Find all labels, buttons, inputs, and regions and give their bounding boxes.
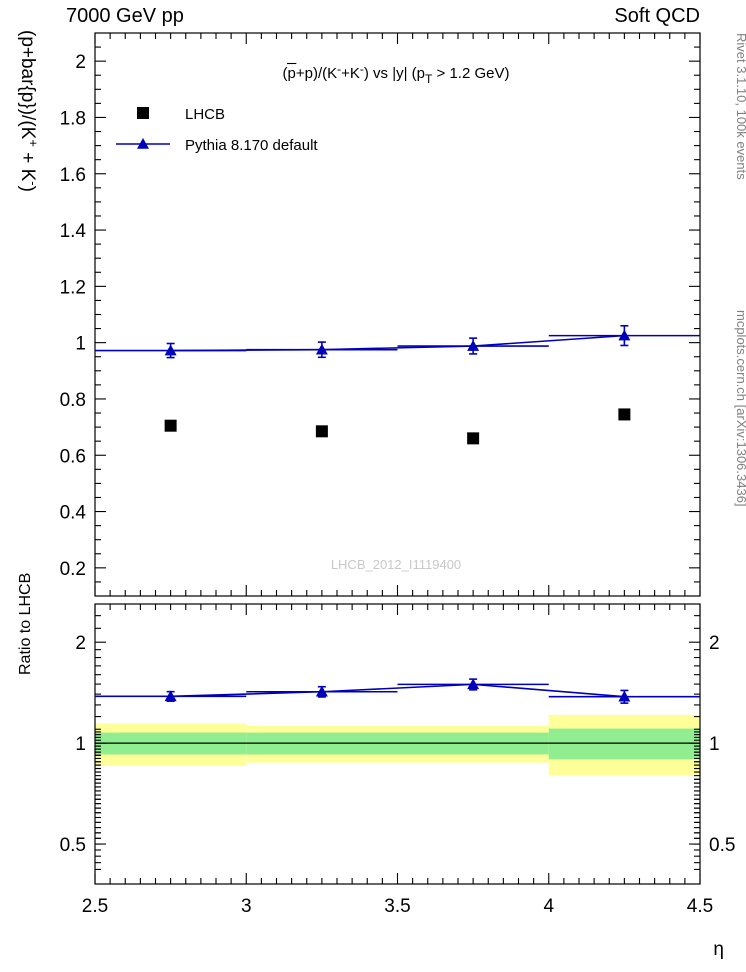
main-panel-y-tick-labels: 0.2 0.4 0.6 0.8 1 1.2 1.4 1.6 1.8 2: [60, 52, 87, 580]
mc-data-point: [164, 344, 177, 356]
main-y-tick-1-6: 1.6: [60, 165, 86, 186]
mc-data-point: [467, 340, 480, 351]
main-panel-y-axis-label: (p+bar{p})/(K+ + K-): [17, 30, 41, 192]
ratio-uncertainty-bands: [95, 714, 700, 776]
side-note-mcplots-source: mcplots.cern.ch [arXiv:1306.3436]: [734, 310, 746, 507]
ratio-panel-y-axis-label: Ratio to LHCB: [17, 573, 34, 675]
main-y-tick-0-2: 0.2: [60, 559, 86, 580]
side-note-rivet-version-text: Rivet 3.1.10, 100k events: [734, 33, 746, 180]
mc-data-point: [618, 329, 631, 341]
main-panel-frame: [94, 32, 701, 597]
side-note-rivet-version: Rivet 3.1.10, 100k events: [734, 33, 746, 180]
mc-data-point: [315, 343, 328, 355]
main-y-tick-0-4: 0.4: [60, 503, 87, 524]
main-y-tick-2: 2: [75, 52, 86, 73]
main-y-tick-1-8: 1.8: [60, 108, 86, 129]
x-axis-label: η: [713, 939, 724, 960]
legend-marker-triangle: [137, 138, 149, 149]
ratio-panel-frame: [94, 603, 701, 885]
mc-series-line: [170, 334, 625, 352]
main-panel-data-series: [95, 324, 700, 445]
lhcb-data-point: [618, 408, 631, 421]
lhcb-data-point: [164, 419, 177, 432]
x-axis-tick-labels: 2.5 3 3.5 4 4.5: [82, 896, 713, 917]
ratio-y-tick-left-0-5: 0.5: [60, 835, 86, 856]
ratio-panel-data-series: [95, 678, 700, 704]
main-panel-title: (p+p)/(K-+K-) vs |y| (pT > 1.2 GeV): [283, 62, 510, 86]
ratio-series-line: [170, 683, 625, 698]
ratio-data-point: [467, 678, 480, 690]
ratio-panel: Ratio to LHCB 0.5 0.5 1 1 2 2: [17, 573, 736, 885]
ratio-band-inner: [548, 728, 700, 760]
lhcb-data-point: [467, 432, 480, 445]
ratio-y-tick-right-2: 2: [709, 633, 720, 654]
lhcb-data-point: [315, 425, 328, 438]
header-right-process: Soft QCD: [614, 5, 700, 27]
ratio-data-point: [315, 685, 328, 697]
main-y-tick-1-4: 1.4: [60, 221, 87, 242]
main-y-tick-0-6: 0.6: [60, 446, 86, 467]
side-note-mcplots-source-text: mcplots.cern.ch [arXiv:1306.3436]: [734, 310, 746, 507]
ratio-panel-y-tick-labels: 0.5 0.5 1 1 2 2: [60, 633, 736, 856]
main-panel: (p+bar{p})/(K+ + K-) (p+p)/(K-+K-) vs |y…: [17, 30, 701, 597]
ratio-data-point: [618, 690, 631, 702]
main-y-tick-1: 1: [75, 334, 86, 355]
header-left-beam-energy: 7000 GeV pp: [66, 5, 184, 27]
ratio-y-tick-right-0-5: 0.5: [709, 835, 735, 856]
x-tick-3: 3: [241, 896, 252, 917]
legend-marker-square: [137, 107, 149, 119]
p-bar-glyph: p: [288, 65, 296, 82]
ratio-data-point: [164, 690, 177, 702]
x-tick-2-5: 2.5: [82, 896, 108, 917]
main-y-tick-0-8: 0.8: [60, 390, 86, 411]
ratio-y-tick-left-2: 2: [75, 633, 86, 654]
x-tick-4-5: 4.5: [687, 896, 713, 917]
ratio-y-tick-right-1: 1: [709, 734, 720, 755]
legend-label-0: LHCB: [185, 106, 225, 123]
main-y-tick-1-2: 1.2: [60, 277, 86, 298]
analysis-id-watermark: LHCB_2012_I1119400: [331, 557, 461, 572]
legend-label-1: Pythia 8.170 default: [185, 137, 318, 154]
main-panel-axis-ticks: [94, 33, 701, 596]
x-tick-4: 4: [543, 896, 554, 917]
ratio-y-tick-left-1: 1: [75, 734, 86, 755]
legend: LHCB Pythia 8.170 default: [116, 106, 318, 154]
x-tick-3-5: 3.5: [384, 896, 410, 917]
